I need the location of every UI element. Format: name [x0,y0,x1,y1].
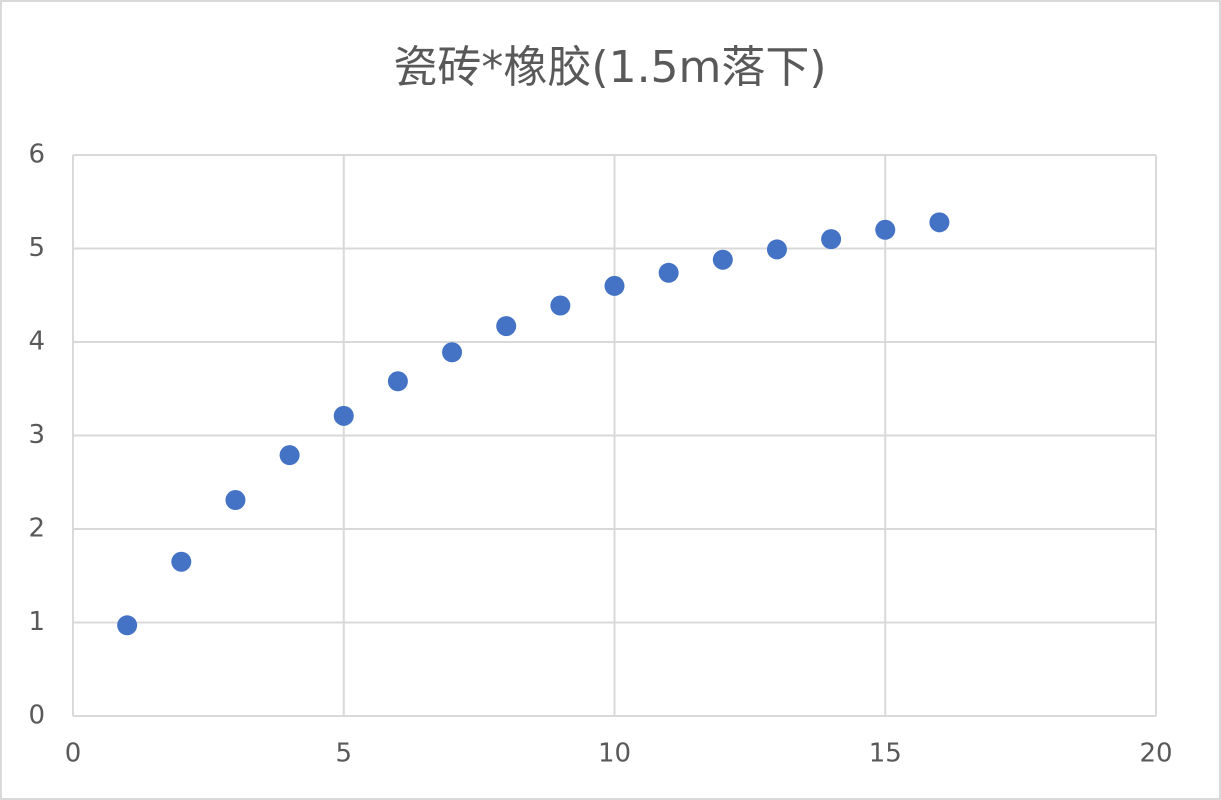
data-point [225,490,246,511]
y-tick-label: 0 [28,701,45,731]
x-tick-label: 0 [65,739,82,769]
data-point [117,615,138,636]
data-point [442,342,463,363]
data-point [333,405,354,426]
data-point [821,229,842,250]
y-tick-label: 3 [28,420,45,450]
x-tick-label: 5 [335,739,352,769]
data-point [604,275,625,296]
y-tick-label: 5 [28,233,45,263]
x-tick-label: 15 [869,739,902,769]
x-tick-label: 10 [598,739,631,769]
data-point [279,445,300,466]
data-point [875,219,896,240]
y-tick-label: 1 [28,607,45,637]
data-point [387,371,408,392]
y-tick-label: 6 [28,140,45,170]
data-point [171,551,192,572]
chart-title: 瓷砖*橡胶(1.5m落下) [393,42,826,93]
y-tick-label: 2 [28,514,45,544]
x-tick-label: 20 [1139,739,1172,769]
data-point [929,212,950,233]
y-tick-label: 4 [28,327,45,357]
data-point [766,239,787,260]
data-point [496,316,517,337]
data-point [712,249,733,270]
data-point [550,295,571,316]
data-point [658,262,679,283]
